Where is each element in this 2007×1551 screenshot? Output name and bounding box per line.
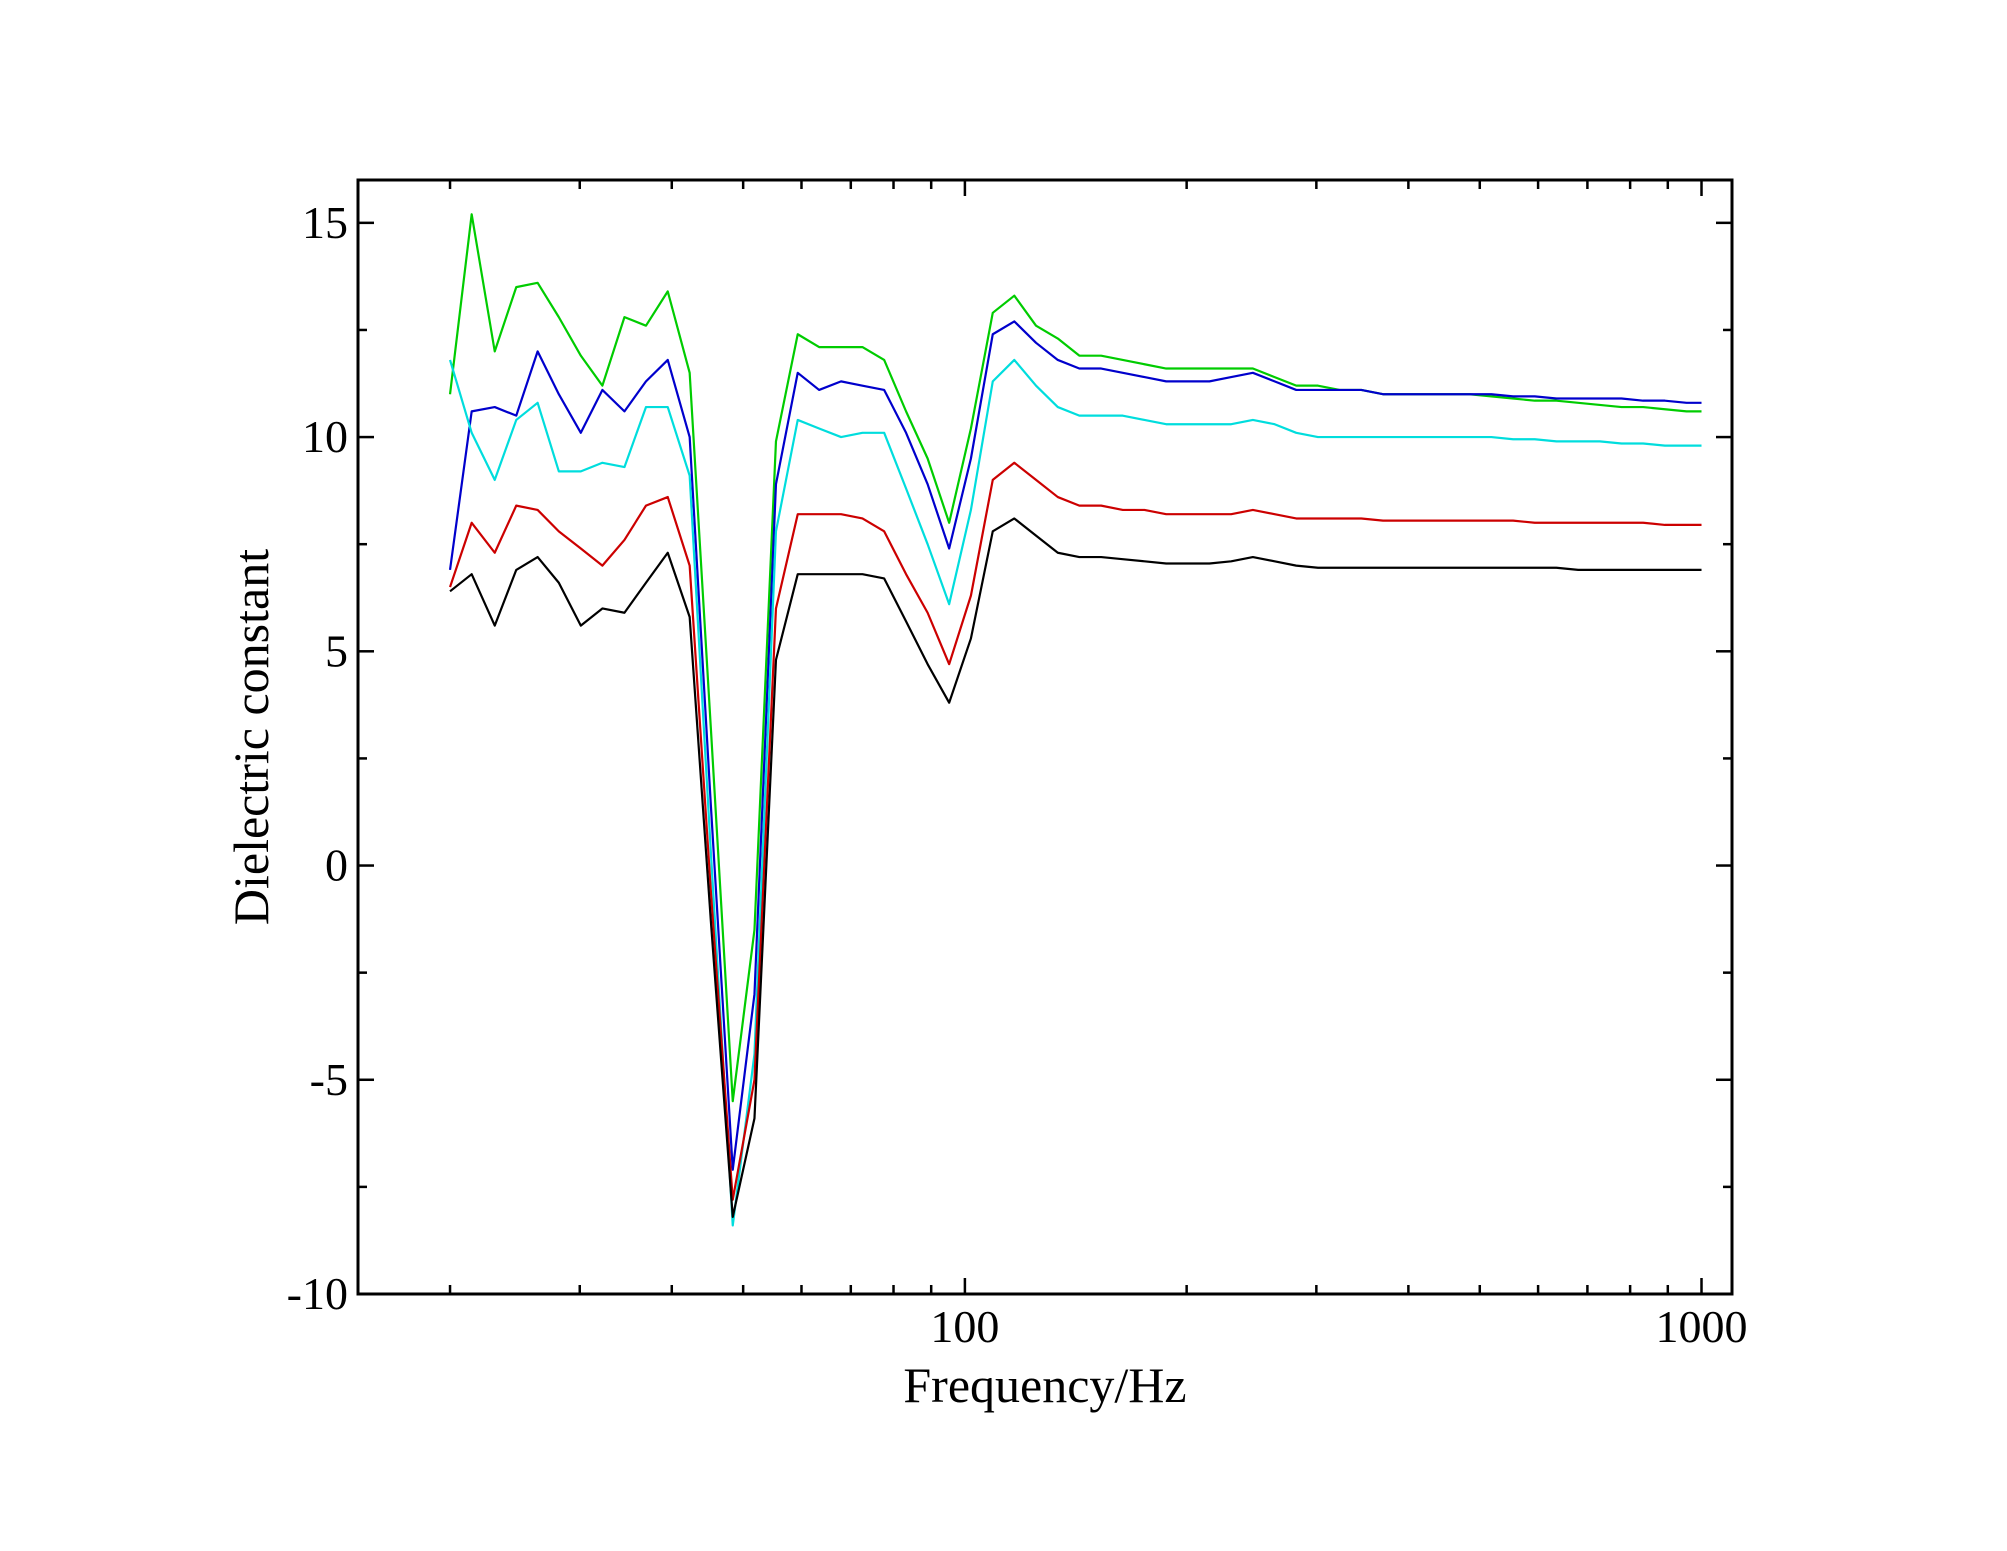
series-line-1	[448, 213, 1702, 1103]
x-axis-title: Frequency/Hz	[903, 1357, 1186, 1413]
tick-label-layer: -10 -5 0 5 10 15 100 1000	[287, 197, 1748, 1352]
y-tick-label: -10	[287, 1268, 348, 1319]
series-line-4	[448, 461, 1702, 1201]
x-tick-label: 100	[930, 1301, 999, 1352]
y-axis-title: Dielectric constant	[223, 549, 279, 925]
y-tick-label: 10	[302, 411, 348, 462]
series-line-2	[448, 320, 1702, 1171]
tick-layer	[358, 180, 1732, 1296]
series-layer	[448, 213, 1702, 1227]
y-tick-label: 0	[325, 840, 348, 891]
y-tick-label: 15	[302, 197, 348, 248]
y-tick-label: -5	[310, 1054, 348, 1105]
series-line-3	[448, 358, 1702, 1227]
plot-frame	[356, 178, 1734, 1296]
series-line-5	[449, 517, 1702, 1218]
x-tick-label: 1000	[1656, 1301, 1748, 1352]
y-tick-label: 5	[325, 625, 348, 676]
